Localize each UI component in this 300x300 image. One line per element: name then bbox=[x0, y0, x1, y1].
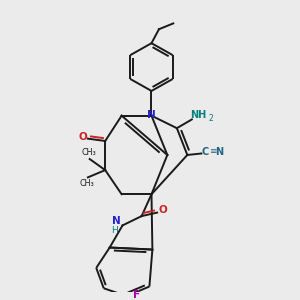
Text: O: O bbox=[78, 132, 87, 142]
Text: F: F bbox=[133, 290, 140, 300]
Text: CH₃: CH₃ bbox=[80, 179, 95, 188]
Text: C: C bbox=[202, 147, 209, 157]
Text: N: N bbox=[112, 216, 120, 226]
Text: NH: NH bbox=[190, 110, 206, 120]
Text: ≡: ≡ bbox=[209, 147, 216, 156]
Text: O: O bbox=[159, 205, 167, 215]
Text: H: H bbox=[111, 226, 118, 235]
Text: N: N bbox=[215, 147, 223, 157]
Text: N: N bbox=[147, 110, 156, 119]
Text: 2: 2 bbox=[208, 114, 213, 123]
Text: CH₃: CH₃ bbox=[82, 148, 97, 157]
